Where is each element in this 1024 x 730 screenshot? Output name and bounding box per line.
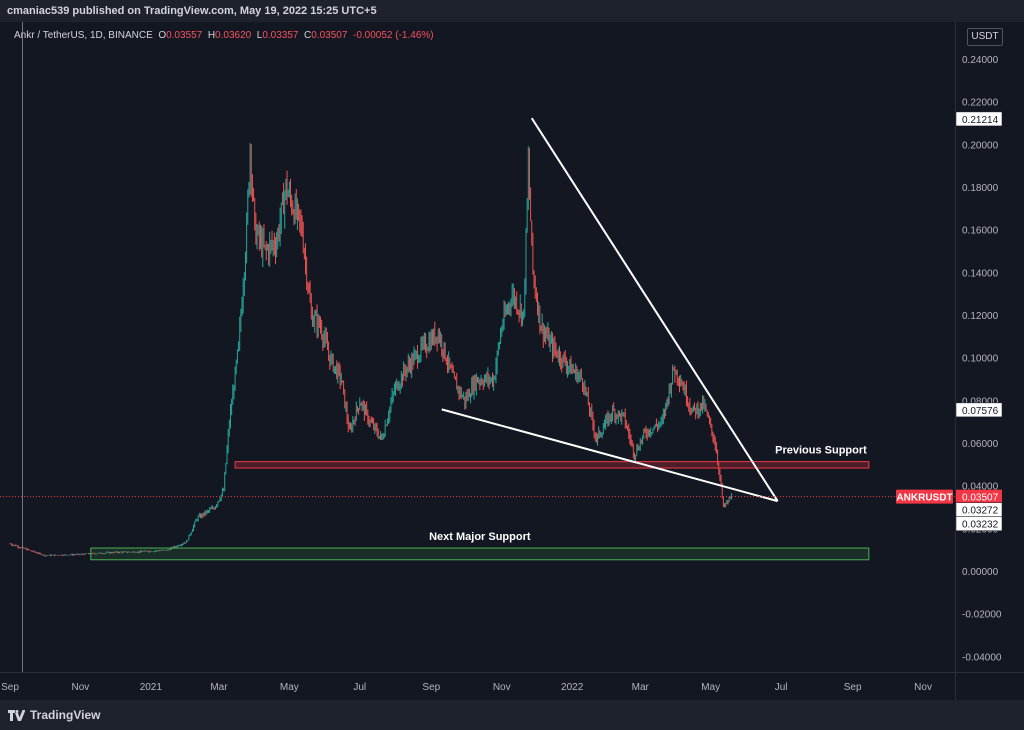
y-tick-label: 0.16000 — [962, 226, 999, 237]
x-tick-label: Sep — [1, 682, 19, 693]
currency-button[interactable]: USDT — [967, 28, 1003, 46]
x-tick-label: May — [280, 682, 299, 693]
y-tick-label: -0.02000 — [962, 610, 1002, 621]
x-tick-label: Nov — [72, 682, 90, 693]
y-tick-label: -0.04000 — [962, 652, 1002, 663]
symbol-tag-label: ANKRUSDT — [896, 493, 952, 504]
low-value: 0.03357 — [262, 30, 299, 41]
open-label: O — [158, 30, 167, 41]
last-price-tag — [956, 489, 1002, 504]
high-label: H — [207, 30, 216, 41]
x-tick-label: Jul — [775, 682, 788, 693]
tradingview-brand[interactable]: TradingView — [8, 708, 100, 722]
x-tick-label: Sep — [844, 682, 862, 693]
y-tick-label: 0.08000 — [962, 396, 999, 407]
y-tick-label: 0.10000 — [962, 354, 999, 365]
publisher-bar: cmaniac539 published on TradingView.com,… — [0, 0, 1024, 22]
x-tick-label: Jul — [353, 682, 366, 693]
change-value: -0.00052 (-1.46%) — [353, 30, 434, 41]
upper-trendline[interactable] — [530, 117, 779, 502]
x-tick-label: Nov — [914, 682, 932, 693]
price-label-text: 0.03232 — [962, 520, 999, 531]
y-tick-label: 0.22000 — [962, 98, 999, 109]
x-tick-label: Mar — [632, 682, 650, 693]
next-major-support-label: Next Major Support — [429, 531, 531, 543]
close-label: C — [304, 30, 312, 41]
x-tick-label: May — [701, 682, 720, 693]
y-tick-label: 0.06000 — [962, 439, 999, 450]
x-tick-label: Mar — [210, 682, 228, 693]
close-value: 0.03507 — [311, 30, 348, 41]
x-tick-label: 2021 — [140, 682, 163, 693]
x-tick-label: 2022 — [561, 682, 584, 693]
tradingview-logo-icon — [8, 709, 25, 721]
price-label-text: 0.07576 — [962, 406, 999, 417]
price-label-box — [955, 516, 1003, 531]
y-tick-label: 0.14000 — [962, 268, 999, 279]
next-major-support-zone[interactable] — [90, 547, 870, 561]
price-label-box — [955, 111, 1003, 127]
previous-support-zone[interactable] — [234, 461, 870, 469]
previous-support-label: Previous Support — [775, 445, 867, 457]
y-tick-label: 0.12000 — [962, 311, 999, 322]
x-tick-label: Nov — [493, 682, 511, 693]
lower-trendline[interactable] — [441, 408, 778, 503]
footer-bar: TradingView — [0, 700, 1024, 730]
x-tick-label: Sep — [422, 682, 440, 693]
price-label-text: 0.21214 — [962, 115, 999, 126]
y-tick-label: 0.04000 — [962, 482, 999, 493]
price-axis[interactable] — [955, 22, 1024, 700]
publisher-text: cmaniac539 published on TradingView.com,… — [7, 5, 377, 17]
legend-symbol: Ankr / TetherUS, 1D, BINANCE — [14, 30, 153, 41]
y-tick-label: 0.20000 — [962, 140, 999, 151]
price-chart[interactable]: 0.24000 0.22000 0.20000 0.18000 0.16000 0.140… — [0, 22, 1024, 700]
ohlc-legend: Ankr / TetherUS, 1D, BINANCE O0.03557 H0… — [14, 30, 434, 41]
chart-panel[interactable]: 0.24000 0.22000 0.20000 0.18000 0.16000 0.140… — [0, 22, 1024, 700]
brand-label: TradingView — [30, 708, 101, 722]
y-tick-label: 0.00000 — [962, 567, 999, 578]
symbol-tag — [896, 489, 953, 504]
y-tick-label: 0.18000 — [962, 183, 999, 194]
last-price-label: 0.03507 — [962, 493, 999, 504]
low-label: L — [256, 30, 263, 41]
price-label-text: 0.03272 — [962, 506, 999, 517]
candles[interactable] — [9, 143, 732, 557]
price-label-box — [955, 402, 1003, 418]
high-value: 0.03620 — [215, 30, 252, 41]
y-tick-label: 0.24000 — [962, 55, 999, 66]
open-value: 0.03557 — [166, 30, 203, 41]
